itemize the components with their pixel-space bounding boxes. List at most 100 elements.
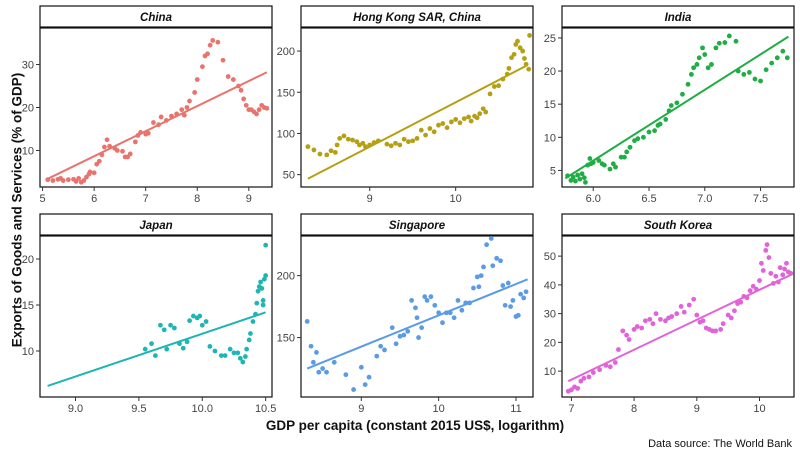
- data-point: [658, 316, 663, 322]
- data-point: [343, 372, 349, 378]
- data-point: [422, 294, 428, 300]
- data-point: [784, 55, 790, 61]
- x-tick-label: 7: [143, 193, 149, 205]
- data-point: [87, 169, 93, 175]
- x-tick-label: 9: [367, 193, 373, 205]
- x-tick-label: 7: [568, 403, 574, 415]
- data-point: [215, 39, 221, 45]
- data-point: [374, 353, 380, 359]
- data-point: [248, 331, 253, 336]
- data-point: [184, 105, 190, 110]
- data-point: [597, 367, 603, 373]
- panel-frame: [300, 27, 534, 188]
- data-point: [578, 378, 584, 384]
- facet-panel: India 6.0 6.5 7.0 7.5 5 10 15 20 25: [544, 5, 795, 205]
- data-point: [413, 305, 418, 311]
- data-point: [194, 77, 200, 82]
- data-point: [238, 87, 244, 93]
- y-tick-label: 30: [544, 309, 556, 321]
- data-point: [96, 158, 102, 164]
- data-point: [616, 347, 621, 352]
- x-tick-label: 8: [194, 193, 200, 205]
- data-point: [406, 139, 411, 145]
- data-point: [646, 129, 652, 135]
- data-point: [410, 138, 416, 144]
- data-point: [389, 325, 395, 331]
- data-point: [210, 38, 216, 43]
- y-tick-label: 100: [277, 128, 295, 140]
- y-tick-label: 20: [22, 254, 34, 266]
- y-tick-label: 30: [22, 60, 34, 72]
- data-point: [681, 309, 687, 315]
- trend-line: [47, 71, 268, 180]
- data-point: [158, 322, 163, 328]
- data-point: [149, 341, 154, 347]
- trend-line: [567, 273, 792, 383]
- data-point: [581, 375, 587, 381]
- panel-frame: [39, 27, 273, 188]
- x-tick-label: 7.5: [753, 193, 768, 205]
- data-point: [132, 139, 138, 145]
- data-point: [691, 65, 697, 71]
- data-point: [254, 111, 259, 117]
- data-point: [652, 128, 657, 134]
- data-point: [694, 312, 700, 318]
- data-point: [310, 359, 316, 365]
- data-point: [685, 81, 691, 87]
- data-point: [127, 151, 133, 157]
- data-point: [151, 120, 156, 125]
- data-point: [317, 151, 323, 157]
- data-point: [418, 127, 424, 133]
- facet-strip: [561, 213, 795, 236]
- data-point: [607, 166, 613, 172]
- y-tick-label: 150: [277, 87, 295, 99]
- data-point: [187, 98, 192, 104]
- data-point: [388, 143, 394, 149]
- data-point: [225, 74, 231, 79]
- data-point: [634, 324, 640, 329]
- data-point: [764, 242, 770, 248]
- data-point: [345, 136, 351, 142]
- data-point: [738, 299, 744, 305]
- data-point: [423, 132, 428, 138]
- data-point: [152, 353, 158, 358]
- data-point: [733, 38, 739, 44]
- data-point: [237, 355, 243, 361]
- data-point: [203, 319, 209, 324]
- panel-frame: [39, 235, 273, 398]
- y-tick-label: 20: [544, 337, 556, 349]
- data-point: [405, 328, 411, 334]
- data-point: [577, 176, 583, 182]
- trend-line: [564, 35, 789, 180]
- data-point: [331, 359, 337, 365]
- data-point: [732, 308, 737, 314]
- data-point: [702, 52, 708, 57]
- data-point: [114, 148, 120, 153]
- data-point: [490, 263, 496, 269]
- data-point: [453, 117, 459, 122]
- x-tick-label: 10.5: [255, 403, 276, 415]
- data-point: [720, 321, 726, 327]
- data-point: [688, 71, 694, 77]
- data-point: [583, 179, 588, 185]
- data-point: [397, 333, 403, 339]
- data-point: [220, 57, 226, 63]
- data-point: [505, 280, 511, 286]
- data-point: [393, 341, 399, 347]
- data-point: [691, 296, 697, 302]
- data-point: [639, 325, 645, 331]
- facet-title: South Korea: [644, 220, 713, 232]
- data-point: [478, 273, 484, 279]
- data-point: [184, 339, 190, 345]
- data-point: [242, 354, 248, 359]
- data-point: [760, 268, 766, 273]
- data-point: [207, 42, 213, 48]
- data-point: [254, 300, 260, 306]
- data-point: [305, 144, 311, 150]
- data-point: [713, 328, 719, 334]
- data-point: [515, 312, 521, 318]
- data-point: [500, 283, 506, 288]
- data-point: [709, 62, 714, 67]
- data-point: [308, 343, 314, 349]
- trend-line: [307, 65, 527, 180]
